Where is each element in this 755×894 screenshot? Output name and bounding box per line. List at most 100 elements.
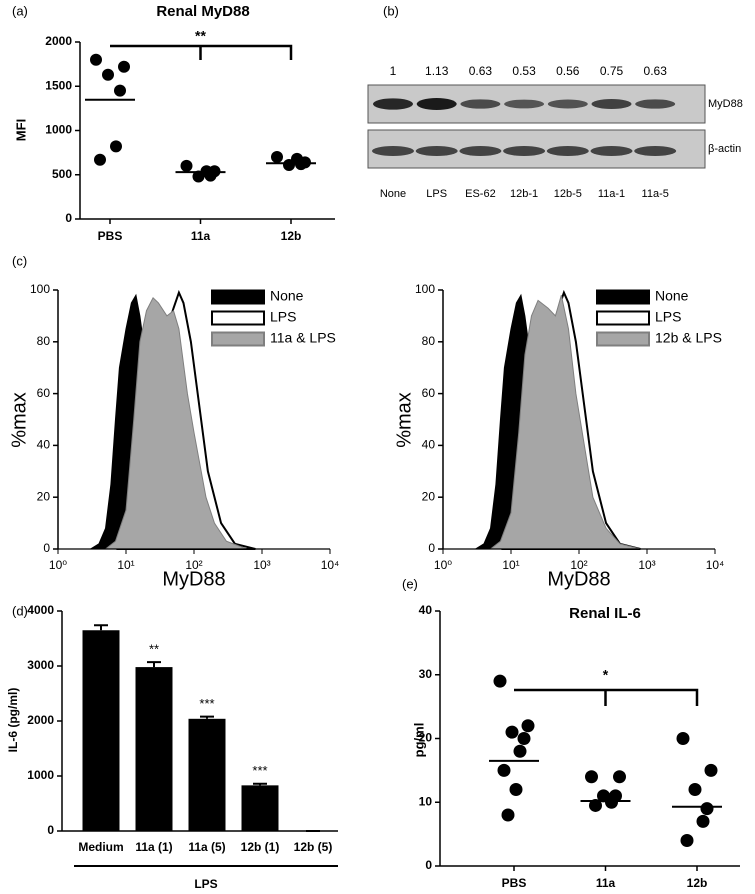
y-tick-label: 100 xyxy=(30,282,50,296)
loading-band xyxy=(546,146,589,156)
y-tick-label: 40 xyxy=(419,603,433,617)
x-tick-label: 11a xyxy=(191,229,211,243)
y-tick-label: 0 xyxy=(428,541,435,555)
panel-label: (e) xyxy=(402,576,418,591)
y-tick-label: 1500 xyxy=(45,78,72,92)
y-axis-label: IL-6 (pg/ml) xyxy=(6,688,20,753)
loading-band xyxy=(590,146,633,156)
data-point xyxy=(501,808,515,822)
y-tick-label: 40 xyxy=(37,438,51,452)
data-point xyxy=(110,140,122,153)
loading-band xyxy=(634,146,677,156)
x-tick-label: 10¹ xyxy=(117,558,134,572)
error-bar xyxy=(253,782,267,786)
data-point xyxy=(493,674,507,688)
lane-label: 11a-5 xyxy=(642,188,669,200)
error-bar xyxy=(147,661,161,668)
blot-row-label: MyD88 xyxy=(708,98,743,110)
y-tick-label: 40 xyxy=(422,438,436,452)
data-point xyxy=(114,84,126,97)
data-point xyxy=(696,814,710,828)
data-point xyxy=(676,732,690,745)
x-tick-label: 10⁰ xyxy=(49,558,67,572)
y-tick-label: 20 xyxy=(37,489,51,503)
x-tick-label: 12b xyxy=(687,876,708,890)
blot-band xyxy=(460,99,501,109)
value-label: 0.63 xyxy=(644,64,668,78)
legend-swatch xyxy=(596,310,650,326)
legend-swatch xyxy=(211,331,265,347)
panel-label: (d) xyxy=(12,603,28,618)
bar xyxy=(188,718,226,831)
chart-title: Renal MyD88 xyxy=(156,3,249,20)
significance-label: ** xyxy=(195,28,206,44)
x-tick-label: 10³ xyxy=(638,558,655,572)
legend-label: None xyxy=(655,288,689,304)
x-axis-label: MyD88 xyxy=(162,568,225,590)
data-point xyxy=(90,53,102,66)
blot-row-label: β-actin xyxy=(708,143,741,155)
significance-label: *** xyxy=(252,763,267,778)
y-tick-label: 60 xyxy=(37,386,51,400)
data-point xyxy=(513,744,527,758)
data-point xyxy=(589,798,602,812)
x-tick-label: 10⁴ xyxy=(706,558,725,572)
bar xyxy=(241,785,279,831)
y-tick-label: 3000 xyxy=(27,658,54,672)
y-tick-label: 0 xyxy=(425,858,432,872)
legend-swatch xyxy=(211,289,265,305)
lane-label: 11a-1 xyxy=(598,188,625,200)
x-tick-label: 12b (1) xyxy=(241,840,280,854)
value-label: 0.56 xyxy=(556,64,580,78)
blot-band xyxy=(547,99,588,109)
x-tick-label: 12b (5) xyxy=(294,840,333,854)
legend-label: None xyxy=(270,288,304,304)
histogram-curve xyxy=(104,296,248,550)
legend-label: 12b & LPS xyxy=(655,330,722,346)
bar xyxy=(135,667,173,831)
x-tick-label: 11a (5) xyxy=(188,840,225,854)
y-tick-label: 0 xyxy=(65,211,72,225)
panel-label: (a) xyxy=(12,3,28,18)
data-point xyxy=(94,153,106,166)
data-point xyxy=(509,783,523,796)
data-point xyxy=(271,151,283,164)
y-tick-label: 500 xyxy=(52,167,72,181)
y-tick-label: 80 xyxy=(37,334,51,348)
significance-label: ** xyxy=(149,642,159,657)
x-tick-label: 10² xyxy=(570,558,587,572)
lane-label: ES-62 xyxy=(465,188,496,200)
blot-band xyxy=(416,98,457,110)
lane-label: 12b-5 xyxy=(554,188,582,200)
data-point xyxy=(605,795,618,809)
y-tick-label: 4000 xyxy=(27,603,54,617)
data-point xyxy=(505,725,519,739)
x-tick-label: 10⁰ xyxy=(434,558,452,572)
data-point xyxy=(613,770,626,784)
significance-bracket xyxy=(514,688,699,706)
blot-band xyxy=(635,99,676,109)
y-tick-label: 10 xyxy=(419,794,433,808)
value-label: 1.13 xyxy=(425,64,449,78)
x-axis-label: MyD88 xyxy=(547,568,610,590)
data-point xyxy=(118,60,130,73)
y-tick-label: 2000 xyxy=(45,34,72,48)
y-axis-label: %max xyxy=(393,392,415,448)
data-point xyxy=(680,834,694,847)
blot-band xyxy=(591,99,632,109)
data-point xyxy=(517,732,531,745)
value-label: 0.53 xyxy=(512,64,536,78)
legend-swatch xyxy=(211,310,265,326)
legend-swatch xyxy=(596,289,650,305)
error-bar xyxy=(200,715,214,719)
y-tick-label: 0 xyxy=(43,541,50,555)
data-point xyxy=(521,719,535,733)
loading-band xyxy=(459,146,502,156)
y-axis-label: %max xyxy=(8,392,30,448)
y-tick-label: 20 xyxy=(419,731,433,745)
value-label: 0.63 xyxy=(469,64,493,78)
data-point xyxy=(585,770,598,784)
y-tick-label: 0 xyxy=(47,823,54,837)
